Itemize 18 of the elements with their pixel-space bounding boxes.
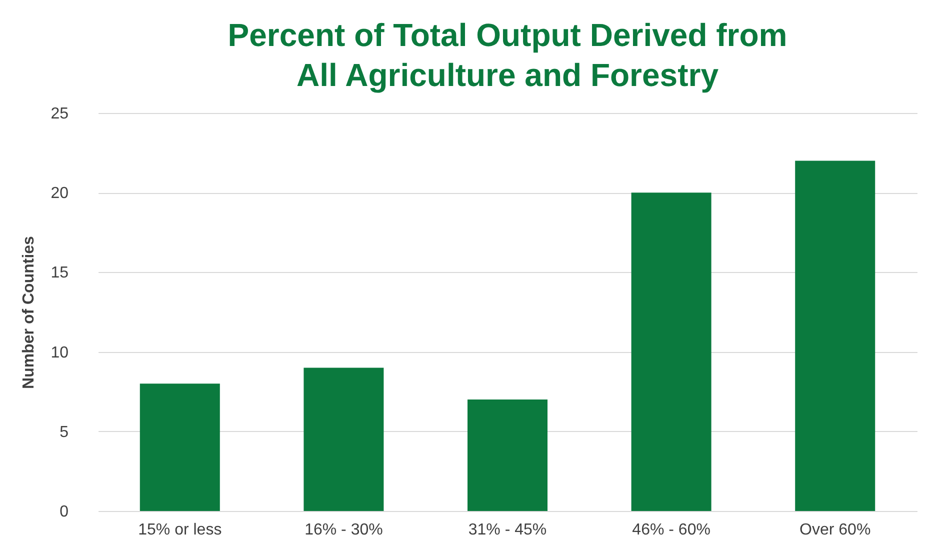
bar bbox=[304, 368, 384, 511]
y-tick-label: 20 bbox=[50, 185, 69, 202]
y-tick-label: 25 bbox=[50, 106, 69, 122]
x-tick-label: 31% - 45% bbox=[468, 522, 547, 538]
x-tick-label: 16% - 30% bbox=[304, 522, 383, 538]
x-tick-label: 15% or less bbox=[138, 522, 222, 538]
y-tick-label: 10 bbox=[50, 344, 69, 362]
x-tick-label: 46% - 60% bbox=[632, 522, 710, 538]
bar bbox=[140, 384, 220, 511]
bar bbox=[468, 400, 548, 511]
bar bbox=[795, 160, 876, 511]
chart-title: Percent of Total Output Derived from All Agriculture and Forestry bbox=[228, 17, 788, 93]
x-tick-label: Over 60% bbox=[800, 522, 871, 538]
y-axis-title: Number of Counties bbox=[20, 236, 38, 389]
y-tick-label: 15 bbox=[50, 264, 69, 282]
bar bbox=[631, 192, 712, 511]
y-tick-label: 5 bbox=[60, 424, 69, 441]
y-tick-label: 0 bbox=[60, 504, 69, 520]
